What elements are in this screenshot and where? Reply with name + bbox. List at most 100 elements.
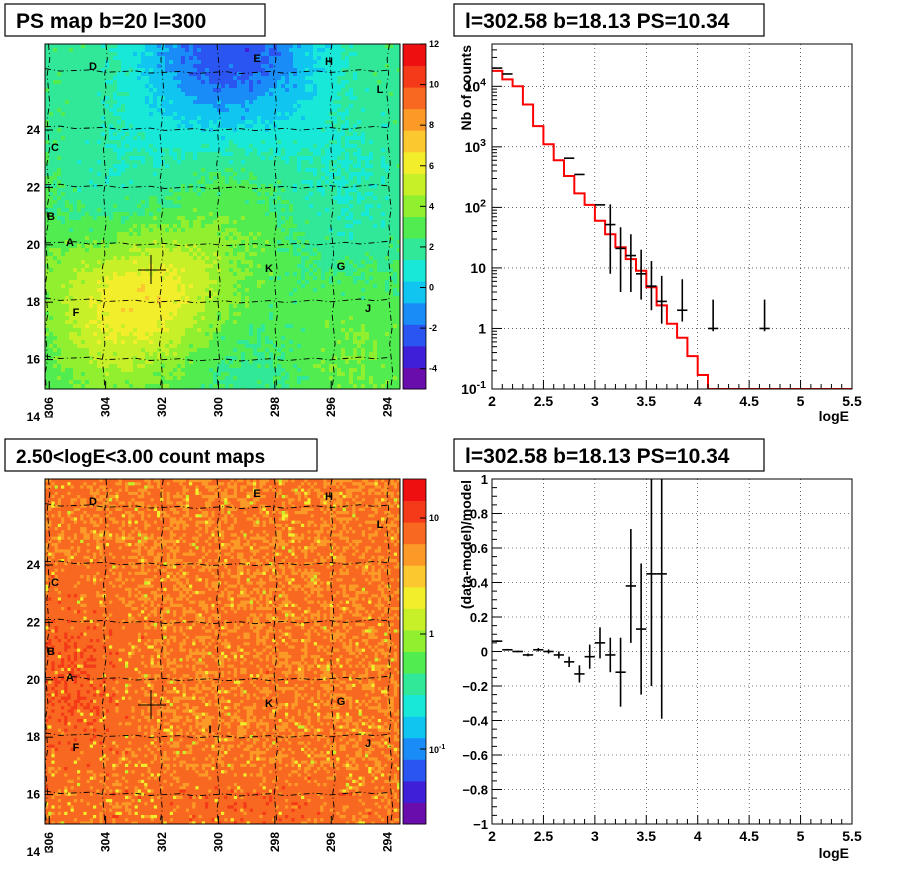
latitude-grid-line xyxy=(45,355,391,362)
map-x-tick-label: 302 xyxy=(155,397,169,417)
source-label-j: J xyxy=(365,738,371,750)
colorbar-swatch xyxy=(403,651,426,674)
map-y-tick-label: 24 xyxy=(27,558,41,572)
source-label-d: D xyxy=(89,496,97,508)
spectrum-x-tick-label: 3 xyxy=(591,393,599,409)
colorbar-swatch xyxy=(403,500,426,523)
source-label-i: I xyxy=(208,724,211,736)
residual-data-point xyxy=(533,648,544,652)
spectrum-y-tick-label: 1 xyxy=(478,320,486,336)
colorbar-frame xyxy=(402,43,427,390)
source-label-b: B xyxy=(47,646,55,658)
spectrum-model-line xyxy=(492,69,852,389)
spectrum-axes: 2 2.5 3 3.5 4 4.5 5 5.5 10-1 1 10 102 103 104 xyxy=(461,43,862,409)
spectrum-x-tick-label: 5.5 xyxy=(842,393,862,409)
latitude-grid-line xyxy=(45,297,391,304)
map-x-tick-label: 302 xyxy=(155,832,169,852)
source-label-a: A xyxy=(66,672,74,684)
colorbar-swatch xyxy=(403,780,426,803)
latitude-grid-line xyxy=(45,790,391,797)
map-x-tick-label: 304 xyxy=(99,832,113,852)
colorbar-swatch xyxy=(403,108,426,131)
colorbar-swatch xyxy=(403,345,426,368)
longitude-grid-line xyxy=(216,479,221,824)
spectrum-x-tick-label: 4.5 xyxy=(739,393,759,409)
latitude-grid-line xyxy=(45,675,391,682)
residual-y-tick-label: 0 xyxy=(481,645,488,660)
latitude-grid-line xyxy=(45,732,391,739)
spectrum-x-tick-label: 2.5 xyxy=(534,393,554,409)
source-label-g: G xyxy=(337,261,346,273)
longitude-grid-line xyxy=(329,44,336,389)
source-label-f: F xyxy=(73,742,80,754)
colorbar-tick-label: 8 xyxy=(429,120,434,130)
map-x-tick-label: 298 xyxy=(268,832,282,852)
longitude-grid-line xyxy=(273,44,278,389)
colorbar-tick-label: 0 xyxy=(429,283,434,293)
map-y-tick-label: 20 xyxy=(27,673,41,687)
longitude-grid-line xyxy=(385,479,394,824)
count-map-panel: 2.50<logE<3.00 count maps D E H L C B A K G I F J 3… xyxy=(4,438,445,859)
longitude-grid-line xyxy=(273,479,278,824)
colorbar-swatch xyxy=(403,565,426,588)
map-y-tick-label: 22 xyxy=(27,180,41,194)
residual-y-tick-label: 1 xyxy=(481,472,488,487)
count-map-source-labels: D E H L C B A K G I F J xyxy=(47,488,384,754)
source-label-k: K xyxy=(265,698,273,710)
source-label-g: G xyxy=(337,696,346,708)
colorbar-swatch xyxy=(403,629,426,652)
map-y-tick-label: 20 xyxy=(27,238,41,252)
map-x-tick-label: 298 xyxy=(268,397,282,417)
latitude-grid-line xyxy=(45,618,391,625)
latitude-grid-line xyxy=(45,560,391,567)
spectrum-data-points xyxy=(492,67,770,332)
count-map-fit-position-marker xyxy=(138,690,166,719)
residual-data-point xyxy=(584,644,595,669)
latitude-grid-line xyxy=(45,503,391,510)
residual-data-point xyxy=(553,651,564,659)
spectrum-grid xyxy=(491,44,853,390)
colorbar-swatch xyxy=(403,586,426,609)
spectrum-data-point xyxy=(677,279,688,322)
source-label-j: J xyxy=(365,303,371,315)
colorbar-swatch xyxy=(403,543,426,566)
source-label-c: C xyxy=(51,142,59,154)
source-label-l: L xyxy=(377,84,384,96)
residual-axes: 2 2.5 3 3.5 4 4.5 5 5.5 −1 −0.8 −0.6 −0.4 −0.2 0 0.2 0.… xyxy=(462,472,862,844)
longitude-grid-line xyxy=(158,479,165,824)
map-y-tick-label: 16 xyxy=(27,353,41,367)
residual-data-point xyxy=(656,479,667,719)
source-label-e: E xyxy=(253,53,260,65)
map-y-tick-label: 16 xyxy=(27,788,41,802)
colorbar-tick-label: 1 xyxy=(429,629,434,639)
longitude-grid-line xyxy=(158,44,165,389)
colorbar-tick-label: 4 xyxy=(429,201,434,211)
residual-data-point xyxy=(502,648,513,651)
ps-map-title-box xyxy=(4,3,266,37)
colorbar-swatch xyxy=(403,194,426,217)
colorbar-swatch xyxy=(403,737,426,760)
spectrum-y-tick-label: 104 xyxy=(465,76,487,94)
colorbar-swatch xyxy=(403,367,426,390)
map-x-tick-label: 296 xyxy=(324,397,338,417)
longitude-grid-line xyxy=(216,44,221,389)
spectrum-x-tick-label: 2 xyxy=(488,393,496,409)
ps-map-fit-position-marker xyxy=(138,255,166,284)
residual-title: l=302.58 b=18.13 PS=10.34 xyxy=(465,445,730,468)
residual-data-point xyxy=(522,653,534,657)
map-y-tick-label: 22 xyxy=(27,615,41,629)
colorbar-frame xyxy=(402,478,427,825)
map-x-tick-label: 306 xyxy=(42,832,56,852)
residual-data-point xyxy=(512,650,523,653)
residual-y-tick-label: 0.4 xyxy=(470,576,489,591)
residual-data-point xyxy=(615,637,626,707)
latitude-grid-line xyxy=(45,240,391,247)
colorbar-swatch xyxy=(403,130,426,153)
colorbar-swatch xyxy=(403,608,426,631)
residual-y-tick-label: 0.8 xyxy=(470,507,488,522)
spectrum-y-tick-label: 103 xyxy=(465,137,487,155)
colorbar-tick-label: -2 xyxy=(429,323,437,333)
residual-data-point xyxy=(492,640,503,643)
source-label-a: A xyxy=(66,237,74,249)
colorbar-swatch xyxy=(403,802,426,825)
